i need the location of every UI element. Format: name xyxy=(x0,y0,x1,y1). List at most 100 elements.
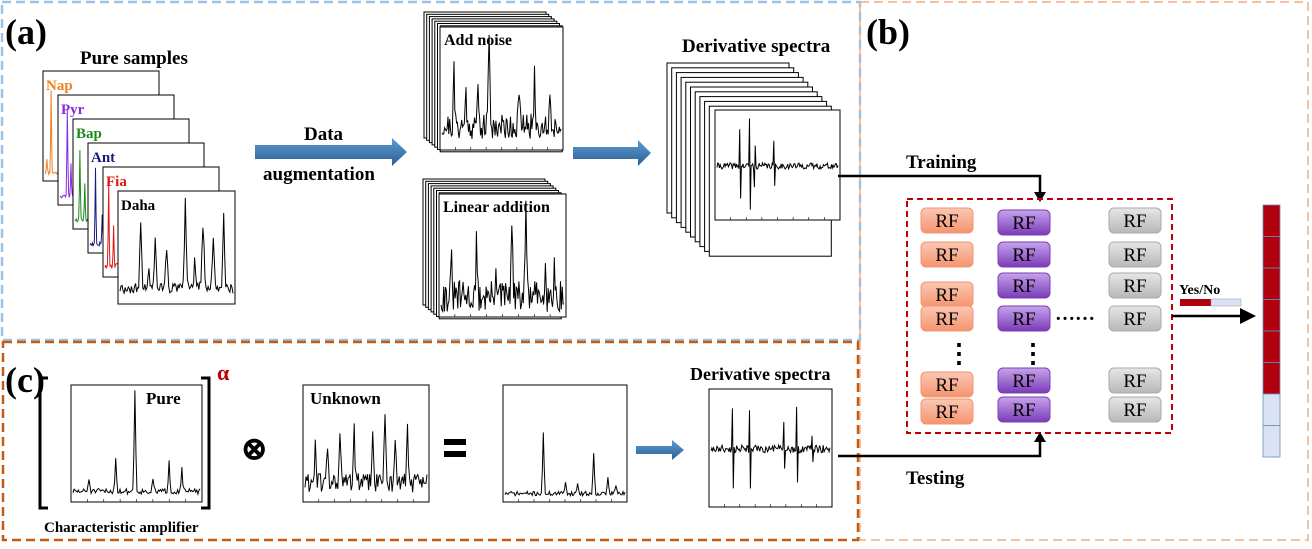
rf-label: RF xyxy=(1012,309,1035,330)
alpha-symbol: α xyxy=(217,360,230,385)
derivative-plot xyxy=(714,109,841,221)
pure-label: Pure xyxy=(146,389,181,408)
linear-addition-label: Linear addition xyxy=(443,199,550,216)
linear-addition-stack xyxy=(422,178,567,320)
panel-label-a: (a) xyxy=(5,12,47,52)
output-cell xyxy=(1262,362,1281,395)
rf-label: RF xyxy=(935,402,958,423)
product-arrow xyxy=(636,440,684,460)
equals-bar-top xyxy=(444,439,466,445)
augmentation-label-line1: Data xyxy=(304,124,344,145)
sample-label-fia: Fia xyxy=(106,174,127,190)
rf-label: RF xyxy=(935,245,958,266)
rf-tree-purple-2: RF xyxy=(997,241,1051,268)
rf-label: RF xyxy=(1012,371,1035,392)
pure-spectrum-plot xyxy=(70,384,203,503)
testing-label: Testing xyxy=(906,468,965,489)
rf-tree-purple-3: RF xyxy=(997,272,1051,299)
spectrum-trace xyxy=(710,406,831,489)
rf-label: RF xyxy=(935,375,958,396)
output-cell xyxy=(1262,204,1281,237)
bracket-left xyxy=(38,376,48,510)
rf-tree-gray-4: RF xyxy=(1108,305,1162,332)
rf-tree-purple-5: RF xyxy=(997,367,1051,394)
rf-label: RF xyxy=(1123,309,1146,330)
output-cell xyxy=(1262,393,1281,426)
sample-label-daha: Daha xyxy=(121,198,156,214)
rf-tree-purple-6: RF xyxy=(997,396,1051,423)
pure-samples-stack: Nap Pyr Bap Ant Fia Daha xyxy=(42,70,236,305)
rf-label: RF xyxy=(1123,211,1146,232)
rf-label: RF xyxy=(1123,371,1146,392)
rf-tree-orange-6: RF xyxy=(920,398,974,425)
sample-label-pyr: Pyr xyxy=(61,102,85,118)
rf-tree-gray-3: RF xyxy=(1108,272,1162,299)
pure-plot-c xyxy=(70,384,203,503)
derivative-spectrum-plot-c xyxy=(708,388,833,508)
rf-label: RF xyxy=(935,285,958,306)
unknown-label: Unknown xyxy=(310,389,381,408)
output-cell xyxy=(1262,330,1281,363)
yes-no-bar-light xyxy=(1210,298,1242,307)
rf-tree-orange-2: RF xyxy=(920,241,974,268)
yes-no-label: Yes/No xyxy=(1179,283,1220,298)
rf-tree-purple-4: RF xyxy=(997,305,1051,332)
spectrum-trace xyxy=(440,200,565,314)
spectrum-trace xyxy=(504,432,626,498)
rf-tree-orange-3: RF xyxy=(920,281,974,308)
output-cell xyxy=(1262,236,1281,269)
add-noise-stack xyxy=(423,11,564,153)
dots-vertical-purple: ⋮ xyxy=(1020,339,1046,368)
frame-section-a xyxy=(0,0,862,342)
random-forest-grid: RF RF RF RF RF RF RF RF RF RF RF RF RF RF RF RF RF RF xyxy=(920,207,1162,425)
rf-tree-gray-5: RF xyxy=(1108,367,1162,394)
rf-label: RF xyxy=(1123,276,1146,297)
rf-label: RF xyxy=(1012,245,1035,266)
spectrum-trace xyxy=(72,390,201,496)
sample-label-bap: Bap xyxy=(76,126,102,142)
unknown-spectrum-plot xyxy=(302,384,430,503)
derivative-plot-c xyxy=(708,388,833,508)
rf-label: RF xyxy=(1012,400,1035,421)
training-connector xyxy=(838,174,1042,194)
training-label: Training xyxy=(906,152,977,173)
output-vector xyxy=(1262,204,1281,458)
yes-no-bar-red xyxy=(1180,299,1211,306)
rf-tree-purple-1: RF xyxy=(997,209,1051,236)
product-spectrum-plot xyxy=(502,384,628,503)
dots-horizontal: …… xyxy=(1055,303,1095,325)
product-plot-c xyxy=(502,384,628,503)
pure-samples-title: Pure samples xyxy=(80,48,188,69)
rf-tree-gray-1: RF xyxy=(1108,207,1162,234)
derivative-title-a: Derivative spectra xyxy=(682,36,831,57)
output-cell xyxy=(1262,267,1281,300)
rf-label: RF xyxy=(1012,213,1035,234)
otimes-symbol: ⊗ xyxy=(240,431,269,468)
augmentation-arrow xyxy=(255,138,407,166)
sample-label-ant: Ant xyxy=(91,150,115,166)
rf-tree-gray-6: RF xyxy=(1108,396,1162,423)
rf-label: RF xyxy=(935,309,958,330)
equals-bar-bottom xyxy=(444,451,466,457)
frame-section-b xyxy=(859,1,1309,541)
derivative-title-c: Derivative spectra xyxy=(690,364,830,384)
spectrum-trace xyxy=(119,197,234,295)
panel-label-b: (b) xyxy=(866,12,910,52)
add-noise-plot xyxy=(439,26,564,151)
pure-sample-plot: Daha xyxy=(117,190,236,305)
testing-arrowhead xyxy=(1034,432,1046,442)
derivative-spectra-stack xyxy=(666,62,841,257)
derivative-arrow xyxy=(573,140,651,166)
output-cell xyxy=(1262,299,1281,332)
rf-label: RF xyxy=(935,211,958,232)
panel-label-c: (c) xyxy=(5,360,45,400)
rf-tree-gray-2: RF xyxy=(1108,241,1162,268)
augmentation-label-line2: augmentation xyxy=(263,164,375,185)
rf-label: RF xyxy=(1012,276,1035,297)
unknown-plot-c xyxy=(302,384,430,503)
rf-label: RF xyxy=(1123,400,1146,421)
rf-tree-orange-5: RF xyxy=(920,371,974,398)
bracket-right xyxy=(201,376,211,510)
dots-vertical-orange: ⋮ xyxy=(946,339,972,368)
